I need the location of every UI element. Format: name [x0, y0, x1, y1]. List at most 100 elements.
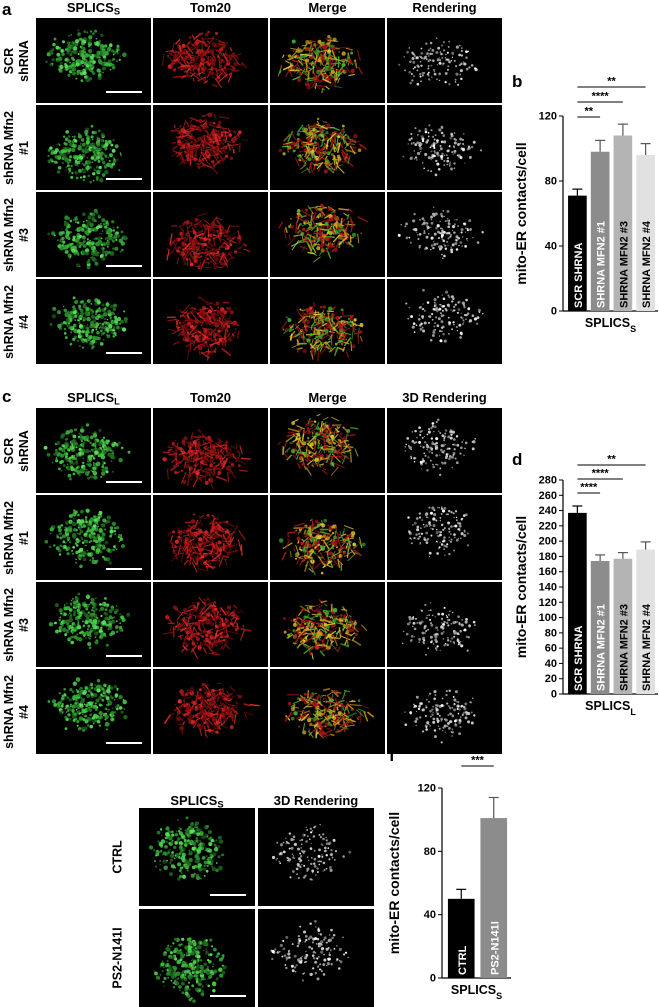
fluorescence-spot [430, 249, 431, 250]
fluorescence-fiber [241, 458, 251, 459]
fluorescence-spot [82, 541, 85, 544]
fluorescence-fiber [342, 316, 354, 317]
fluorescence-spot [178, 455, 180, 457]
fluorescence-fiber [316, 414, 320, 416]
fluorescence-spot [419, 434, 421, 436]
fluorescence-spot [193, 144, 197, 148]
fluorescence-spot [460, 156, 463, 159]
fluorescence-spot [426, 224, 429, 227]
fluorescence-spot [426, 236, 429, 239]
fluorescence-spot [94, 131, 97, 134]
fluorescence-spot [79, 322, 81, 324]
fluorescence-spot [445, 444, 446, 445]
fluorescence-spot [97, 448, 100, 451]
fluorescence-spot [94, 43, 97, 46]
fluorescence-spot [77, 329, 81, 333]
fluorescence-spot [194, 319, 199, 324]
fluorescence-spot [99, 166, 102, 169]
fluorescence-spot [82, 148, 83, 149]
fluorescence-spot [102, 161, 106, 165]
fluorescence-spot [434, 425, 437, 428]
fluorescence-spot [80, 530, 83, 533]
fluorescence-spot [97, 553, 98, 554]
fluorescence-spot [67, 539, 69, 541]
fluorescence-spot [56, 453, 60, 457]
fluorescence-spot [116, 48, 119, 51]
fluorescence-spot [437, 464, 438, 465]
fluorescence-spot [111, 220, 114, 223]
fluorescence-spot [99, 543, 101, 545]
fluorescence-spot [48, 155, 50, 157]
fluorescence-spot [398, 234, 401, 237]
fluorescence-spot [50, 533, 52, 535]
fluorescence-spot [96, 331, 100, 335]
fluorescence-spot [121, 249, 124, 252]
fluorescence-spot [435, 437, 438, 440]
fluorescence-spot [325, 131, 328, 134]
fluorescence-spot [101, 133, 105, 137]
fluorescence-fiber [350, 452, 351, 463]
fluorescence-spot [421, 52, 424, 55]
fluorescence-fiber [345, 151, 349, 152]
fluorescence-spot [418, 238, 420, 240]
micrograph-green [36, 279, 151, 364]
fluorescence-spot [327, 312, 329, 314]
fluorescence-spot [75, 460, 78, 463]
fluorescence-spot [87, 552, 91, 556]
fluorescence-spot [422, 289, 425, 292]
fluorescence-spot [178, 447, 182, 451]
fluorescence-spot [64, 63, 67, 66]
fluorescence-spot [406, 237, 409, 240]
fluorescence-spot [98, 224, 100, 226]
fluorescence-spot [115, 319, 117, 321]
fluorescence-spot [90, 257, 92, 259]
fluorescence-spot [418, 441, 421, 444]
fluorescence-spot [73, 518, 75, 520]
fluorescence-spot [434, 329, 436, 331]
fluorescence-spot [92, 329, 95, 332]
fluorescence-fiber [321, 144, 323, 147]
fluorescence-spot [435, 227, 438, 230]
fluorescence-spot [416, 56, 419, 59]
fluorescence-spot [322, 335, 323, 336]
fluorescence-spot [93, 153, 96, 156]
fluorescence-spot [235, 460, 237, 462]
fluorescence-spot [424, 153, 427, 156]
fluorescence-spot [306, 47, 310, 51]
fluorescence-spot [177, 238, 180, 241]
fluorescence-spot [457, 84, 459, 86]
fluorescence-spot [88, 45, 90, 47]
fluorescence-spot [306, 125, 308, 127]
fluorescence-spot [417, 234, 418, 235]
fluorescence-fiber [334, 463, 345, 467]
fluorescence-spot [452, 454, 454, 456]
fluorescence-spot [208, 113, 212, 117]
fluorescence-spot [456, 461, 459, 464]
fluorescence-spot [89, 458, 92, 461]
fluorescence-spot [405, 302, 407, 304]
fluorescence-spot [418, 144, 420, 146]
fluorescence-spot [91, 315, 95, 319]
fluorescence-spot [100, 34, 103, 37]
fluorescence-spot [422, 303, 423, 304]
fluorescence-spot [61, 444, 64, 447]
fluorescence-spot [435, 447, 438, 450]
fluorescence-spot [469, 319, 472, 322]
fluorescence-spot [109, 163, 112, 166]
fluorescence-fiber [222, 348, 231, 355]
fluorescence-spot [458, 54, 461, 57]
fluorescence-spot [226, 58, 228, 60]
fluorescence-spot [447, 225, 450, 228]
fluorescence-spot [422, 217, 425, 220]
fluorescence-spot [426, 449, 428, 451]
x-axis-label: SPLICSS [585, 316, 636, 334]
fluorescence-spot [93, 180, 95, 182]
fluorescence-spot [83, 71, 87, 75]
fluorescence-spot [453, 138, 455, 140]
fluorescence-spot [80, 242, 84, 246]
fluorescence-fiber [216, 267, 223, 268]
fluorescence-spot [343, 333, 346, 336]
fluorescence-spot [188, 322, 191, 325]
fluorescence-spot [105, 221, 108, 224]
fluorescence-spot [69, 159, 71, 161]
